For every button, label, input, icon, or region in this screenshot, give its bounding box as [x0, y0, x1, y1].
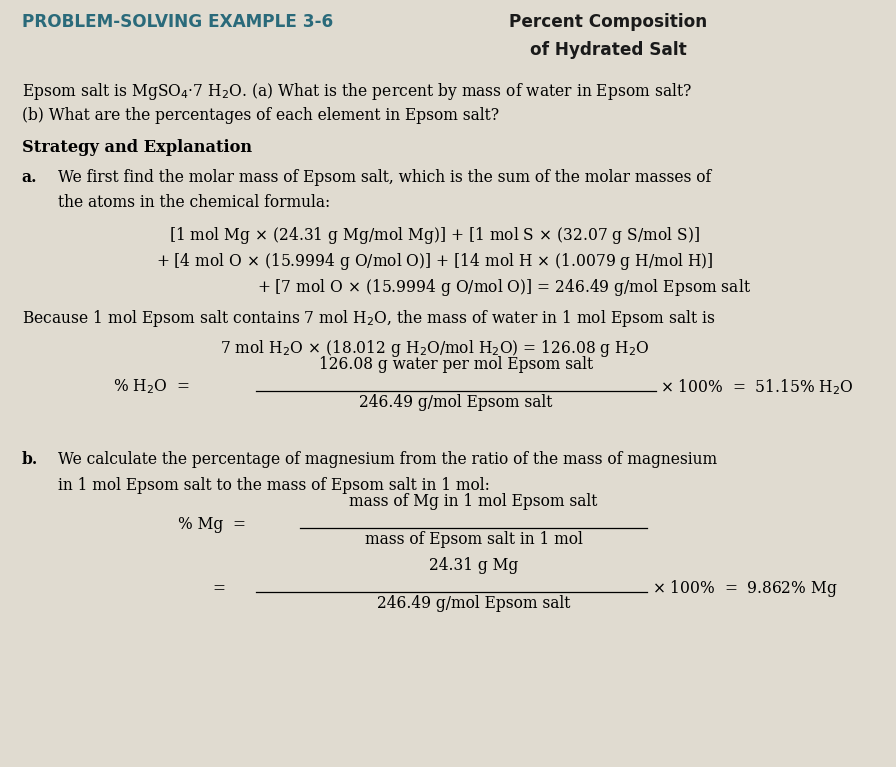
Text: Because 1 mol Epsom salt contains 7 mol H$_2$O, the mass of water in 1 mol Epsom: Because 1 mol Epsom salt contains 7 mol …	[22, 308, 715, 329]
Text: mass of Mg in 1 mol Epsom salt: mass of Mg in 1 mol Epsom salt	[349, 493, 598, 510]
Text: 24.31 g Mg: 24.31 g Mg	[429, 557, 518, 574]
Text: mass of Epsom salt in 1 mol: mass of Epsom salt in 1 mol	[365, 531, 582, 548]
Text: We first find the molar mass of Epsom salt, which is the sum of the molar masses: We first find the molar mass of Epsom sa…	[58, 169, 711, 186]
Text: of Hydrated Salt: of Hydrated Salt	[530, 41, 686, 59]
Text: (b) What are the percentages of each element in Epsom salt?: (b) What are the percentages of each ele…	[22, 107, 499, 124]
Text: PROBLEM-SOLVING EXAMPLE 3-6: PROBLEM-SOLVING EXAMPLE 3-6	[22, 13, 333, 31]
Text: a.: a.	[22, 169, 38, 186]
Text: 246.49 g/mol Epsom salt: 246.49 g/mol Epsom salt	[377, 595, 570, 612]
Text: % H$_2$O  =: % H$_2$O =	[113, 378, 190, 397]
Text: We calculate the percentage of magnesium from the ratio of the mass of magnesium: We calculate the percentage of magnesium…	[58, 451, 718, 468]
Text: % Mg  =: % Mg =	[178, 515, 246, 532]
Text: Epsom salt is MgSO$_4$$\cdot$7 H$_2$O. (a) What is the percent by mass of water : Epsom salt is MgSO$_4$$\cdot$7 H$_2$O. (…	[22, 81, 692, 101]
Text: 126.08 g water per mol Epsom salt: 126.08 g water per mol Epsom salt	[319, 356, 593, 373]
Text: in 1 mol Epsom salt to the mass of Epsom salt in 1 mol:: in 1 mol Epsom salt to the mass of Epsom…	[58, 477, 490, 494]
Text: + [4 mol O $\times$ (15.9994 g O/mol O)] + [14 mol H $\times$ (1.0079 g H/mol H): + [4 mol O $\times$ (15.9994 g O/mol O)]…	[156, 251, 713, 272]
Text: Strategy and Explanation: Strategy and Explanation	[22, 140, 252, 156]
Text: 7 mol H$_2$O $\times$ (18.012 g H$_2$O/mol H$_2$O) = 126.08 g H$_2$O: 7 mol H$_2$O $\times$ (18.012 g H$_2$O/m…	[220, 338, 650, 360]
Text: $\times$ 100%  =  51.15% H$_2$O: $\times$ 100% = 51.15% H$_2$O	[660, 377, 854, 397]
Text: b.: b.	[22, 451, 38, 468]
Text: the atoms in the chemical formula:: the atoms in the chemical formula:	[58, 194, 331, 211]
Text: 246.49 g/mol Epsom salt: 246.49 g/mol Epsom salt	[359, 394, 553, 411]
Text: [1 mol Mg $\times$ (24.31 g Mg/mol Mg)] + [1 mol S $\times$ (32.07 g S/mol S)]: [1 mol Mg $\times$ (24.31 g Mg/mol Mg)] …	[169, 225, 700, 245]
Text: =: =	[213, 580, 226, 597]
Text: $\times$ 100%  =  9.862% Mg: $\times$ 100% = 9.862% Mg	[651, 578, 838, 599]
Text: + [7 mol O $\times$ (15.9994 g O/mol O)] = 246.49 g/mol Epsom salt: + [7 mol O $\times$ (15.9994 g O/mol O)]…	[257, 278, 751, 298]
Text: Percent Composition: Percent Composition	[509, 13, 707, 31]
